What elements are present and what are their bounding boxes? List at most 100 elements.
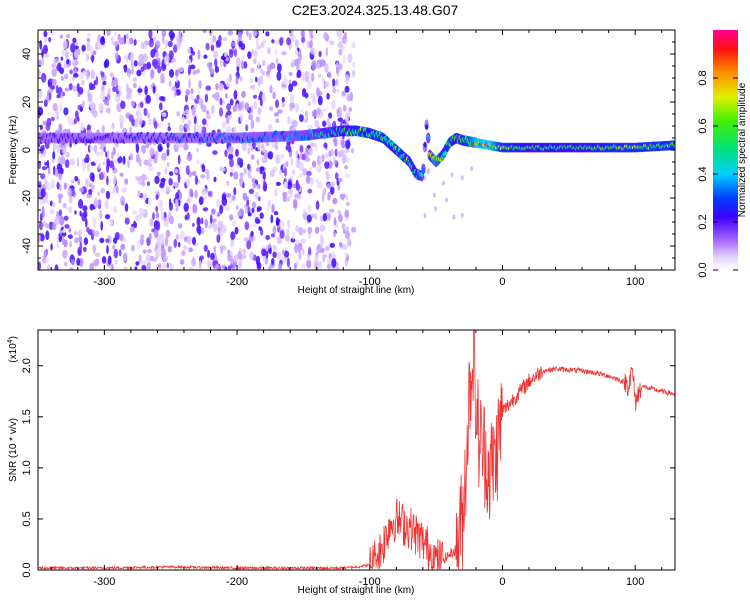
noise-dot (39, 233, 45, 242)
noise-dot (434, 206, 438, 212)
noise-dot (160, 73, 165, 83)
noise-dot (104, 214, 111, 220)
noise-dot (93, 230, 100, 237)
noise-dot (178, 191, 183, 200)
noise-dot (86, 71, 89, 80)
noise-dot (70, 179, 75, 184)
noise-dot (218, 82, 224, 91)
noise-dot (137, 88, 143, 93)
noise-dot (304, 70, 310, 80)
noise-dot (154, 175, 160, 185)
noise-dot (76, 257, 81, 267)
noise-dot (79, 210, 82, 217)
noise-dot (344, 85, 350, 93)
noise-dot (275, 181, 281, 186)
noise-dot (51, 179, 55, 189)
noise-dot (237, 251, 243, 260)
noise-dot (42, 221, 47, 227)
noise-dot (148, 39, 154, 48)
noise-dot (243, 237, 249, 242)
noise-dot (141, 144, 146, 154)
noise-dot (288, 71, 293, 76)
noise-dot (94, 144, 97, 154)
noise-dot (230, 231, 236, 240)
noise-dot (293, 58, 300, 67)
noise-dot (326, 263, 332, 270)
noise-dot (334, 148, 338, 157)
noise-dot (121, 200, 125, 206)
noise-dot (292, 119, 298, 128)
noise-dot (116, 152, 120, 159)
noise-dot (266, 47, 271, 55)
noise-dot (255, 255, 261, 266)
noise-dot (230, 238, 235, 248)
noise-dot (77, 104, 81, 111)
snr-multiplier-exp: 4 (7, 339, 14, 343)
noise-dot (255, 116, 259, 123)
noise-dot (127, 72, 131, 78)
noise-dot (157, 247, 162, 257)
noise-dot (341, 90, 347, 97)
noise-dot (136, 69, 142, 77)
noise-dot (201, 118, 207, 126)
noise-dot (241, 142, 247, 152)
noise-dot (87, 92, 93, 103)
noise-dot (154, 120, 158, 129)
noise-dot (253, 49, 258, 58)
y-tick-label: -20 (21, 190, 33, 206)
noise-dot (324, 62, 329, 72)
noise-dot (174, 182, 179, 189)
noise-dot (140, 66, 145, 72)
noise-dot (148, 30, 153, 39)
noise-dot (217, 129, 221, 134)
noise-dot (46, 159, 50, 169)
noise-dot (166, 186, 170, 194)
noise-dot (180, 116, 186, 123)
noise-dot (312, 97, 317, 104)
noise-dot (191, 50, 196, 56)
noise-dot (101, 125, 105, 133)
noise-dot (248, 188, 255, 195)
noise-dot (89, 262, 94, 270)
noise-dot (207, 190, 212, 197)
noise-dot (190, 94, 195, 101)
noise-dot (88, 82, 93, 91)
noise-dot (220, 58, 223, 68)
noise-dot (213, 245, 216, 254)
noise-dot (135, 214, 142, 221)
noise-dot (95, 76, 99, 86)
noise-dot (250, 230, 254, 237)
noise-dot (155, 205, 159, 213)
noise-dot (87, 32, 91, 38)
noise-dot (204, 218, 208, 229)
x-tick-label: 100 (626, 576, 644, 588)
noise-dot (162, 262, 167, 270)
noise-dot (58, 198, 62, 204)
noise-dot (344, 113, 349, 123)
noise-dot (67, 115, 70, 123)
noise-dot (161, 30, 166, 38)
noise-dot (38, 233, 41, 243)
noise-dot (57, 156, 61, 165)
noise-dot (343, 244, 348, 251)
noise-dot (54, 264, 59, 270)
noise-dot (322, 192, 325, 203)
noise-dot (114, 259, 118, 265)
noise-dot (216, 198, 221, 207)
noise-dot (94, 252, 101, 257)
noise-dot (233, 171, 239, 180)
noise-dot (323, 187, 327, 195)
noise-dot (112, 206, 118, 214)
snr-panel: -300 -200 -100 0 100 0.0 0.5 1.0 1.5 2.0 Height … (7, 329, 676, 596)
noise-dot (139, 237, 144, 246)
noise-dot (58, 209, 63, 217)
noise-dot (332, 78, 336, 87)
snr-line (38, 330, 675, 570)
noise-dot (232, 220, 237, 227)
noise-dot (269, 85, 273, 94)
noise-dot (144, 174, 148, 181)
noise-dot (126, 57, 129, 63)
noise-dot (104, 98, 108, 106)
noise-dot (239, 76, 243, 82)
noise-dot (60, 91, 64, 99)
